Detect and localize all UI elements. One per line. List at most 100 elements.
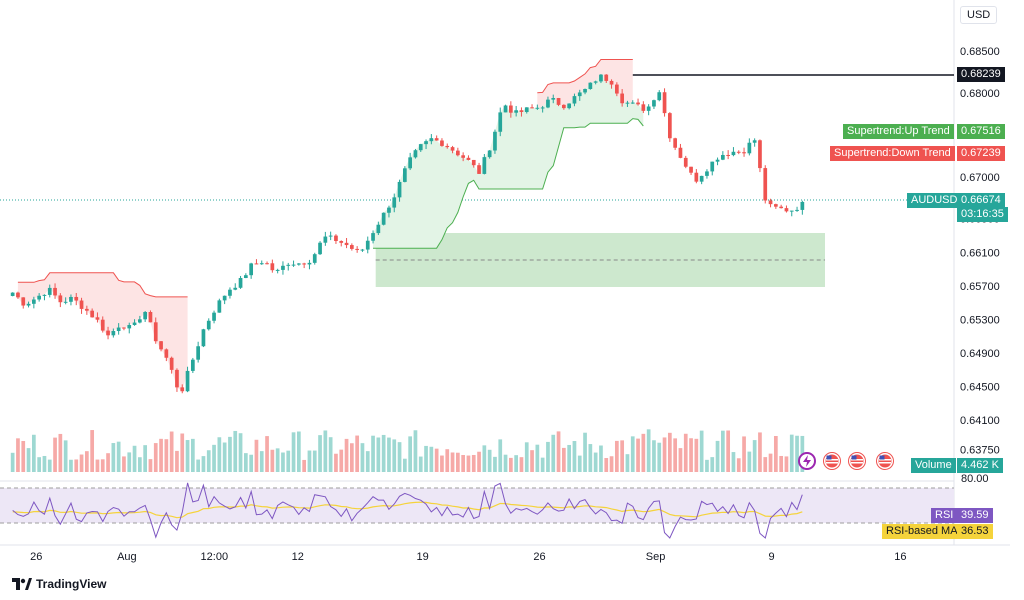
volume-bar: [344, 438, 349, 472]
candle-body: [784, 208, 789, 212]
volume-bar: [206, 450, 211, 472]
candle-body: [641, 104, 646, 111]
volume-bar: [222, 442, 227, 472]
candle-body: [763, 168, 768, 201]
candle-body: [58, 295, 63, 303]
candle-body: [190, 359, 195, 371]
volume-bar: [323, 430, 328, 472]
candle-body: [185, 370, 190, 392]
candle-body: [392, 197, 397, 208]
price-tick-label: 0.68500: [960, 46, 1000, 58]
candle-body: [413, 150, 418, 158]
candle-body: [233, 287, 238, 290]
candle-body: [471, 159, 476, 166]
candle-body: [519, 110, 524, 112]
price-tick-label: 0.67000: [960, 172, 1000, 184]
volume-bar: [42, 455, 47, 472]
price-tick-label: 0.68000: [960, 88, 1000, 100]
volume-bar: [620, 440, 625, 472]
brand-name: TradingView: [36, 577, 107, 591]
volume-bar: [662, 437, 667, 472]
volume-bar: [21, 440, 26, 472]
volume-bar: [365, 451, 370, 472]
supertrend-down-line: [17, 272, 188, 298]
volume-bar: [339, 449, 344, 472]
candle-body: [212, 312, 216, 321]
volume-bar: [47, 459, 52, 472]
currency-button[interactable]: USD: [960, 6, 998, 24]
volume-bar: [196, 459, 201, 472]
volume-bar: [265, 436, 269, 472]
candle-body: [381, 212, 386, 225]
rsi-name-tag: RSI: [931, 508, 958, 523]
volume-bar: [773, 436, 778, 472]
price-tick-label: 0.64100: [960, 415, 1000, 427]
supertrend-up-name-tag: Supertrend:Up Trend: [843, 124, 954, 139]
supertrend-up-value-tag: 0.67516: [957, 124, 1005, 139]
brand-logo[interactable]: TradingView: [12, 577, 106, 591]
volume-bar: [715, 440, 720, 472]
candle-body: [137, 319, 142, 323]
price-tick-label: 0.65300: [960, 314, 1000, 326]
volume-bar: [699, 430, 704, 472]
candle-body: [100, 319, 105, 331]
candle-body: [599, 74, 603, 82]
candle-body: [16, 292, 20, 298]
candle-body: [228, 289, 232, 296]
candle-body: [588, 82, 593, 89]
time-tick-label: 16: [894, 551, 906, 563]
candle-body: [583, 88, 587, 93]
volume-bar: [630, 436, 635, 472]
candle-body: [307, 262, 312, 265]
candle-body: [493, 131, 497, 151]
us-flag-event-icon[interactable]: [848, 452, 866, 470]
candle-body: [238, 278, 243, 288]
candle-body: [466, 157, 471, 160]
candle-body: [503, 105, 508, 113]
candle-body: [95, 317, 100, 320]
volume-bar: [95, 459, 100, 472]
volume-bar: [742, 436, 746, 472]
candle-body: [683, 157, 688, 167]
us-flag-event-icon[interactable]: [876, 452, 894, 470]
symbol-tag: AUDUSD: [907, 193, 962, 208]
volume-bar: [498, 439, 503, 472]
candle-body: [726, 154, 731, 156]
volume-bar: [228, 436, 232, 472]
time-tick-label: 12: [292, 551, 304, 563]
volume-bar: [572, 441, 577, 472]
candle-body: [720, 154, 725, 160]
volume-bar: [752, 440, 757, 472]
candle-body: [286, 264, 291, 266]
volume-bar: [143, 445, 148, 472]
candle-body: [206, 320, 211, 330]
candle-body: [355, 248, 360, 250]
candle-body: [779, 206, 784, 209]
volume-bar: [530, 450, 534, 472]
tradingview-logo-icon: [12, 578, 32, 590]
volume-bar: [705, 459, 709, 472]
volume-bar: [16, 438, 20, 472]
supertrend-down-line: [537, 59, 633, 94]
candle-body: [800, 201, 805, 210]
candle-body: [164, 349, 169, 358]
volume-bar: [376, 437, 381, 472]
candle-body: [795, 209, 799, 211]
candle-body: [429, 138, 434, 142]
volume-bar: [349, 443, 354, 472]
candle-body: [349, 245, 354, 249]
us-flag-event-icon[interactable]: [823, 452, 841, 470]
volume-bar: [567, 444, 572, 472]
candle-body: [461, 155, 466, 158]
lightning-event-icon[interactable]: [798, 452, 816, 470]
volume-bar: [238, 433, 243, 472]
volume-bar: [625, 454, 630, 472]
candle-body: [556, 98, 561, 105]
candle-body: [440, 140, 444, 146]
time-tick-label: Sep: [646, 551, 666, 563]
candle-body: [514, 110, 519, 113]
candle-body: [275, 269, 280, 271]
volume-bar: [784, 456, 789, 472]
rsi-value-tag: 39.59: [957, 508, 993, 523]
